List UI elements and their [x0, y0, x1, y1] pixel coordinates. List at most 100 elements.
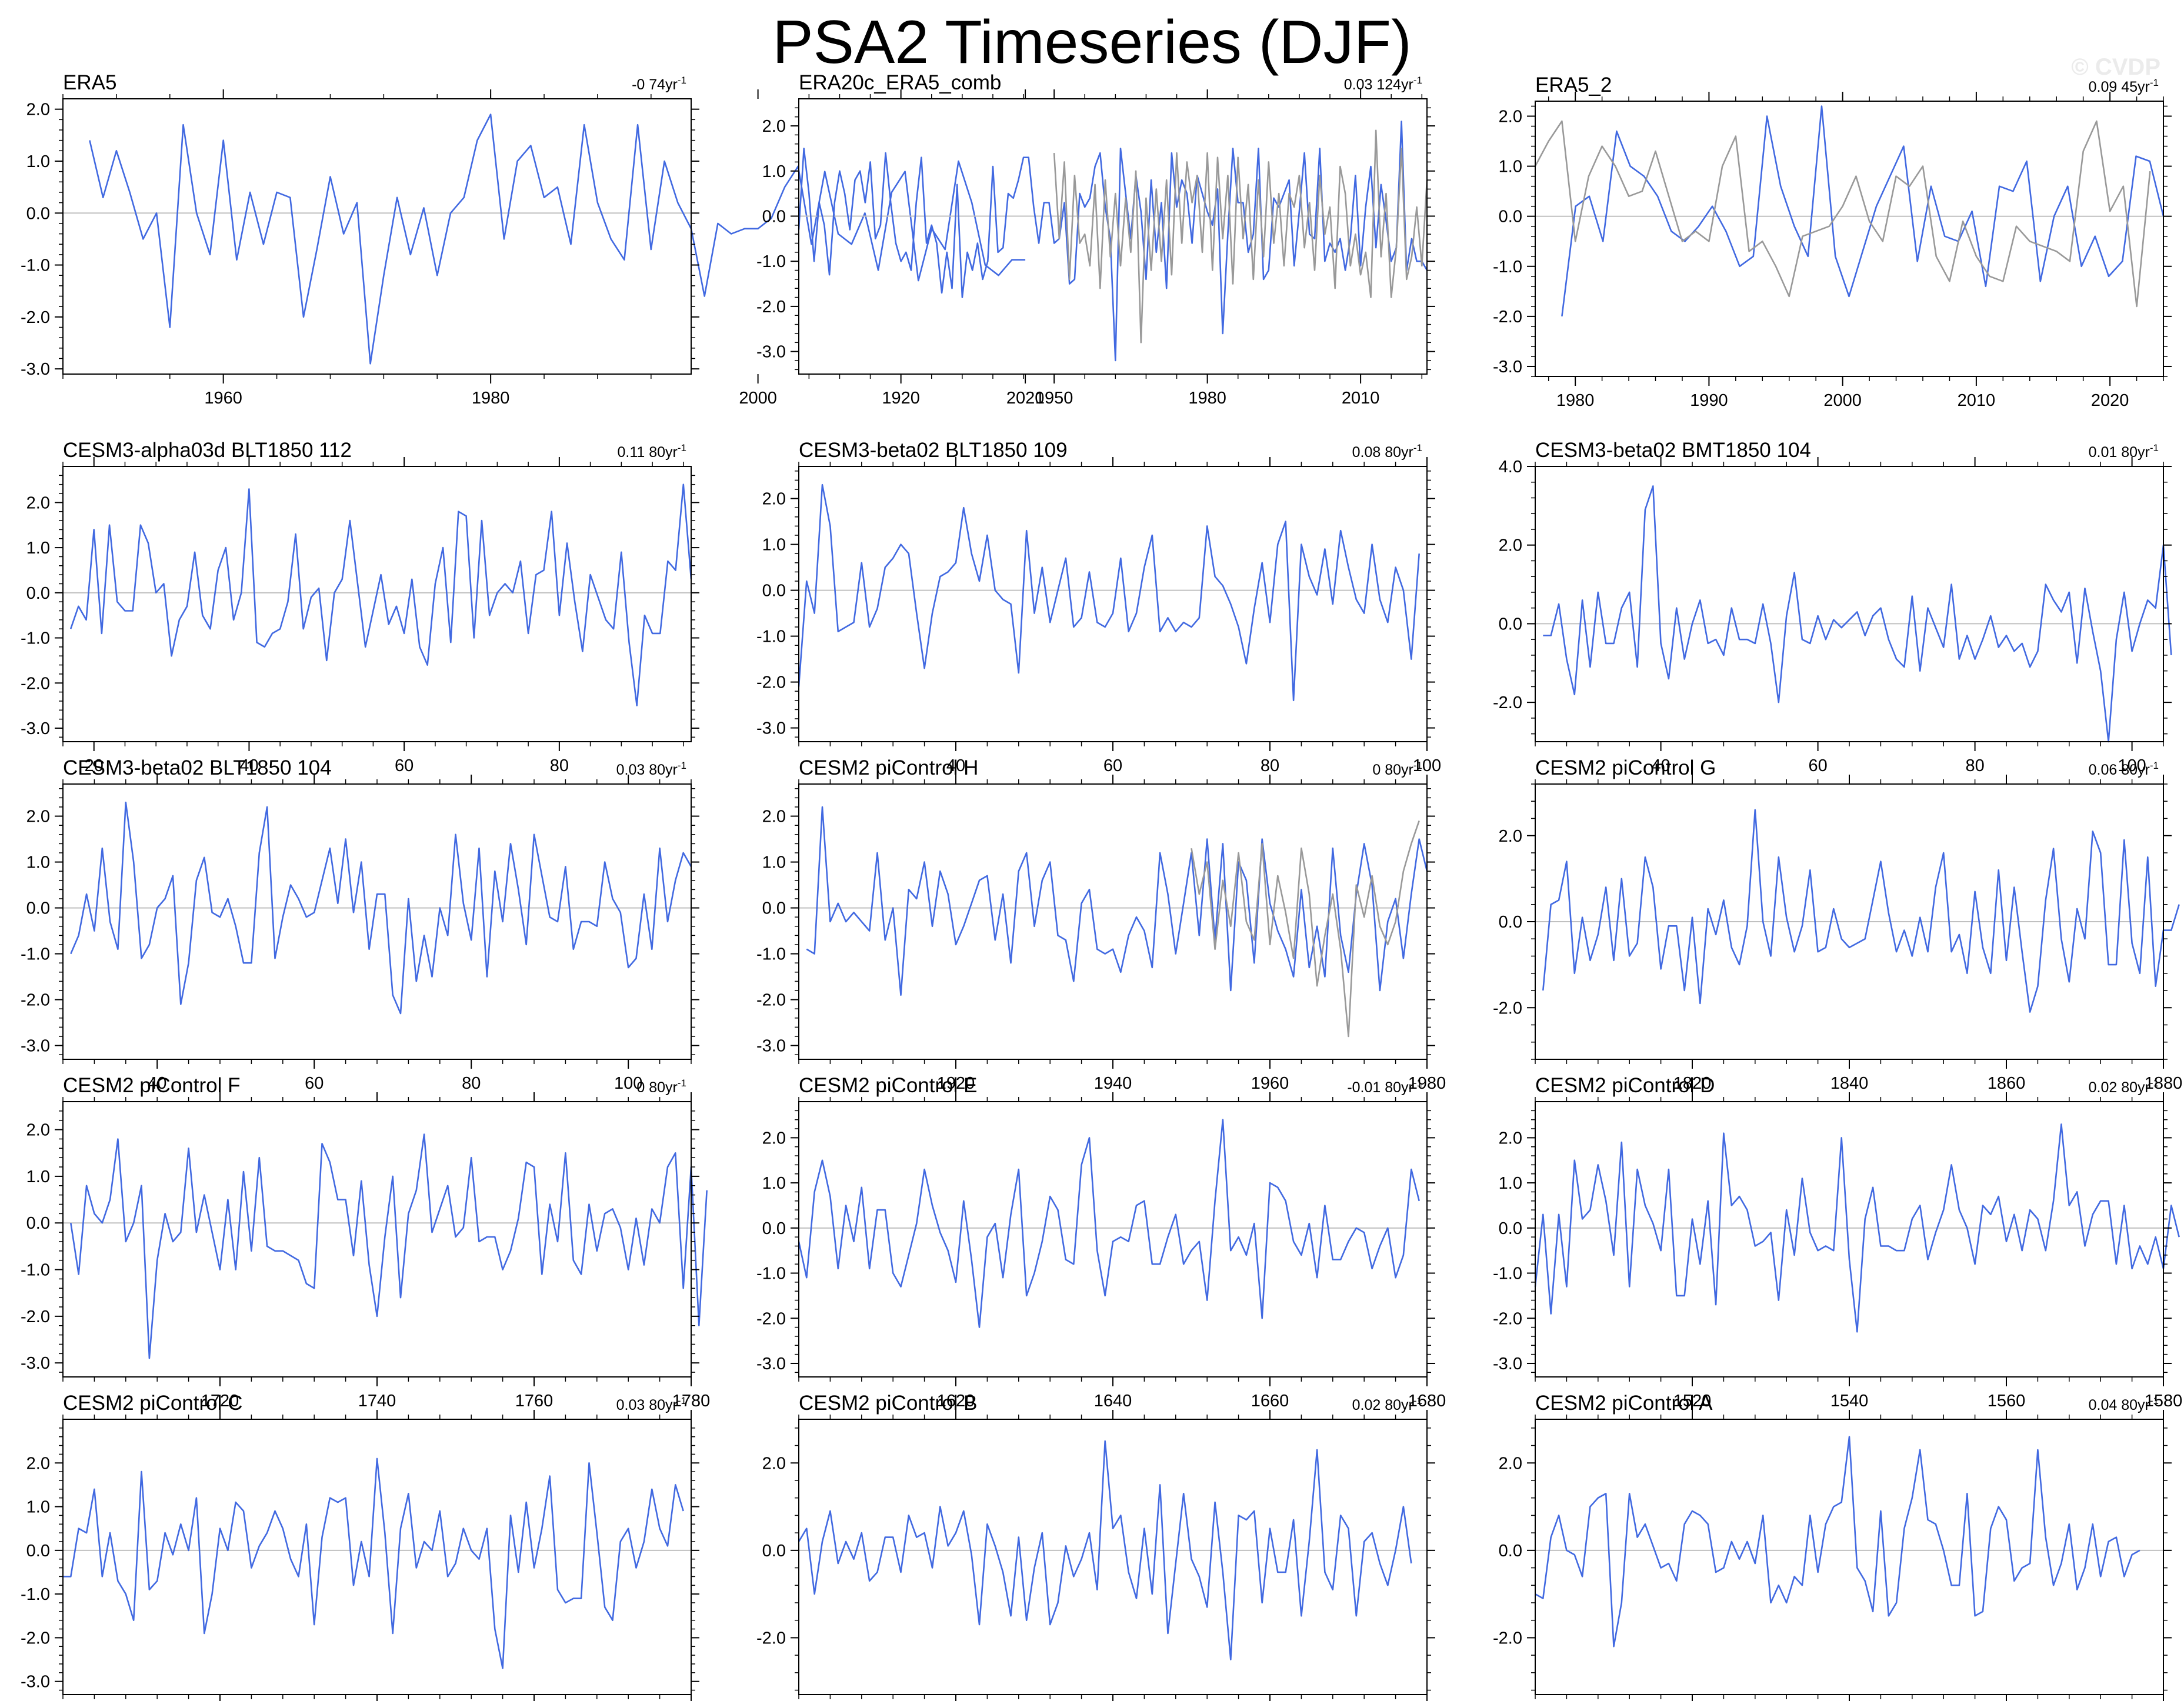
x-tick-label: 2000 [1823, 391, 1862, 410]
trend-label: 0 80yr-1 [636, 1078, 686, 1096]
y-tick-label: -2.0 [756, 1629, 786, 1647]
panel: CESM3-beta02 BMT1850 104 0.01 80yr-1 4.0 2.… [1493, 439, 2172, 775]
x-tick-label: 1640 [1094, 1392, 1132, 1410]
x-tick-label: 1580 [2145, 1392, 2183, 1410]
plot-frame [798, 98, 1428, 375]
y-tick-label: 0.0 [1499, 615, 1522, 633]
y-tick-label: 1.0 [1499, 158, 1522, 176]
x-tick-label: 1960 [1251, 1074, 1289, 1093]
watermark: © CVDP [2071, 54, 2160, 80]
panel: CESM2 piControl E -0.01 80yr-1 2.0 1.0 0.0 -1… [756, 1074, 1446, 1410]
y-tick-label: 2.0 [762, 1454, 786, 1473]
secondary-series-line [1534, 120, 2151, 308]
primary-series-line [798, 1119, 1420, 1328]
y-tick-label: -1.0 [756, 1265, 786, 1283]
y-tick-label: 1.0 [26, 539, 50, 558]
y-tick-label: -2.0 [21, 991, 50, 1010]
y-tick-label: 0.0 [26, 1214, 50, 1233]
x-tick-label: 1620 [937, 1392, 975, 1410]
y-tick-label: -1.0 [756, 628, 786, 646]
y-tick-label: -3.0 [1493, 1355, 1522, 1373]
y-tick-label: -2.0 [756, 1309, 786, 1328]
y-tick-label: -1.0 [21, 1261, 50, 1280]
trend-label: 0.03 80yr-1 [616, 1395, 686, 1413]
y-tick-label: 1.0 [762, 536, 786, 555]
trend-label: 0 80yr-1 [1372, 760, 1422, 778]
y-tick-label: 2.0 [762, 117, 786, 136]
x-tick-label: 40 [1651, 756, 1670, 775]
y-tick-label: 1.0 [26, 853, 50, 872]
plot-frame [798, 1101, 1428, 1378]
x-tick-label: 40 [148, 1074, 166, 1093]
y-tick-label: 4.0 [1499, 458, 1522, 476]
x-tick-label: 1920 [882, 389, 920, 408]
panel-title: CESM2 piControl E [799, 1074, 977, 1097]
panel-title: CESM3-alpha03d BLT1850 112 [63, 439, 352, 462]
y-tick-label: -3.0 [21, 1037, 50, 1056]
trend-label: 0.02 80yr-1 [2089, 1078, 2159, 1096]
panel: CESM2 piControl G 0.06 80yr-1 2.0 0.0 -2.0 18… [1493, 756, 2182, 1093]
y-tick-label: 2.0 [1499, 827, 1522, 846]
y-tick-label: 0.0 [26, 1542, 50, 1560]
y-tick-label: 0.0 [1499, 1542, 1522, 1560]
y-tick-label: 0.0 [26, 204, 50, 223]
y-tick-label: -3.0 [756, 1037, 786, 1056]
y-tick-label: -2.0 [1493, 1629, 1522, 1647]
panel-title: CESM2 piControl A [1535, 1392, 1713, 1415]
x-tick-label: 100 [614, 1074, 642, 1093]
y-tick-label: 2.0 [26, 1454, 50, 1473]
plot-frame [798, 783, 1428, 1060]
panel: CESM2 piControl D 0.02 80yr-1 2.0 1.0 0.0 -1.… [1493, 1074, 2182, 1410]
y-tick-label: 0.0 [762, 1219, 786, 1238]
panel: CESM2 piControl H 0 80yr-1 2.0 1.0 0.0 -1.0 -2… [756, 756, 1446, 1093]
y-tick-label: 2.0 [26, 101, 50, 119]
x-tick-label: 60 [1808, 756, 1827, 775]
y-tick-label: 2.0 [762, 808, 786, 826]
x-tick-label: 1920 [937, 1074, 975, 1093]
y-tick-label: 0.0 [762, 207, 786, 226]
primary-series-line [89, 114, 1026, 365]
y-tick-label: 2.0 [762, 490, 786, 509]
panel: CESM2 piControl C 0.03 80yr-1 2.0 1.0 0.0 -1.… [21, 1392, 699, 1701]
y-tick-label: -2.0 [1493, 999, 1522, 1018]
trend-label: 0.06 80yr-1 [2089, 760, 2159, 778]
y-tick-label: -2.0 [21, 1629, 50, 1647]
trend-label: -0.01 80yr-1 [1347, 1078, 1422, 1096]
y-tick-label: -1.0 [21, 1585, 50, 1604]
y-tick-label: -2.0 [21, 1308, 50, 1326]
primary-series-line [70, 1133, 708, 1359]
x-tick-label: 1950 [1035, 389, 1073, 408]
x-tick-label: 80 [1261, 756, 1279, 775]
panel: ERA5 -0 74yr-1 2.0 1.0 0.0 -1.0 -2.0 -3.0 1960 19… [21, 71, 1044, 408]
y-tick-label: 2.0 [1499, 108, 1522, 126]
y-tick-label: 0.0 [1499, 208, 1522, 226]
y-tick-label: -2.0 [1493, 693, 1522, 712]
x-tick-label: 1820 [1673, 1074, 1712, 1093]
primary-series-line [798, 1440, 1412, 1660]
trend-label: 0.03 80yr-1 [616, 760, 686, 778]
x-tick-label: 80 [550, 756, 569, 775]
x-tick-label: 100 [2118, 756, 2146, 775]
plot-frame [62, 98, 692, 375]
y-tick-label: 0.0 [1499, 913, 1522, 932]
x-tick-label: 60 [305, 1074, 324, 1093]
y-tick-label: -2.0 [756, 673, 786, 692]
panel: CESM3-beta02 BLT1850 104 0.03 80yr-1 2.0 1.… [21, 756, 699, 1093]
y-tick-label: 1.0 [26, 152, 50, 171]
x-tick-label: 1980 [1408, 1074, 1446, 1093]
primary-series-line [798, 483, 1420, 702]
panel-title: CESM2 piControl C [63, 1392, 242, 1415]
y-tick-label: 2.0 [762, 1129, 786, 1148]
y-tick-label: 0.0 [1499, 1219, 1522, 1238]
y-tick-label: 2.0 [1499, 1454, 1522, 1473]
y-tick-label: 1.0 [762, 1174, 786, 1193]
y-tick-label: 0.0 [762, 582, 786, 601]
y-tick-label: -3.0 [1493, 358, 1522, 376]
plot-frame [1535, 1101, 2164, 1378]
x-tick-label: 2020 [1006, 389, 1045, 408]
plot-frame [62, 1101, 692, 1378]
y-tick-label: 1.0 [1499, 1174, 1522, 1193]
primary-series-line [1561, 105, 2165, 317]
trend-label: 0.11 80yr-1 [617, 442, 686, 461]
